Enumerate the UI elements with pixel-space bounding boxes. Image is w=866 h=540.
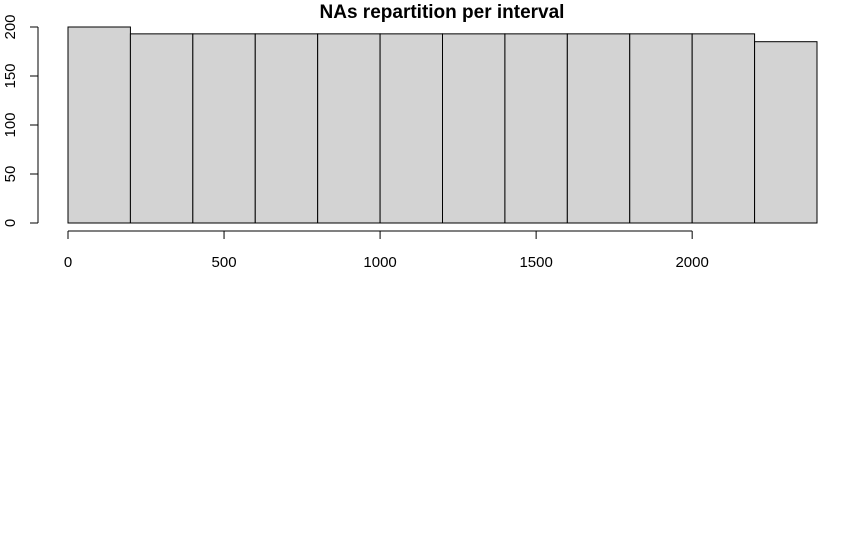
histogram-bar-1 [67, 26, 131, 224]
y-tick-label: 0 [2, 219, 19, 227]
x-tick-label: 0 [64, 254, 72, 271]
y-axis: 0 50 100 150 200 [2, 14, 39, 227]
histogram-bar-11 [691, 33, 756, 224]
histogram-bar-6 [379, 33, 444, 224]
x-tick-label: 1000 [363, 254, 396, 271]
chart-title: NAs repartition per interval [320, 2, 565, 23]
y-tick-label: 100 [2, 112, 19, 137]
x-tick-label: 500 [212, 254, 237, 271]
histogram-bar-3 [192, 33, 256, 224]
y-tick-label: 200 [2, 14, 19, 39]
x-tick-label: 1500 [519, 254, 552, 271]
histogram-bar-8 [504, 33, 568, 224]
histogram-bar-12 [754, 41, 818, 224]
histogram-bar-5 [317, 33, 381, 224]
y-tick-label: 50 [2, 166, 19, 183]
histogram-bar-7 [442, 33, 506, 224]
histogram-bar-10 [629, 33, 693, 224]
histogram-bar-2 [129, 33, 194, 224]
histogram-bar-9 [566, 33, 631, 224]
bars-group [67, 26, 818, 224]
y-tick-label: 150 [2, 63, 19, 88]
x-tick-label: 2000 [675, 254, 708, 271]
x-axis: 0 500 1000 1500 2000 [64, 230, 709, 271]
histogram-bar-4 [254, 33, 319, 224]
